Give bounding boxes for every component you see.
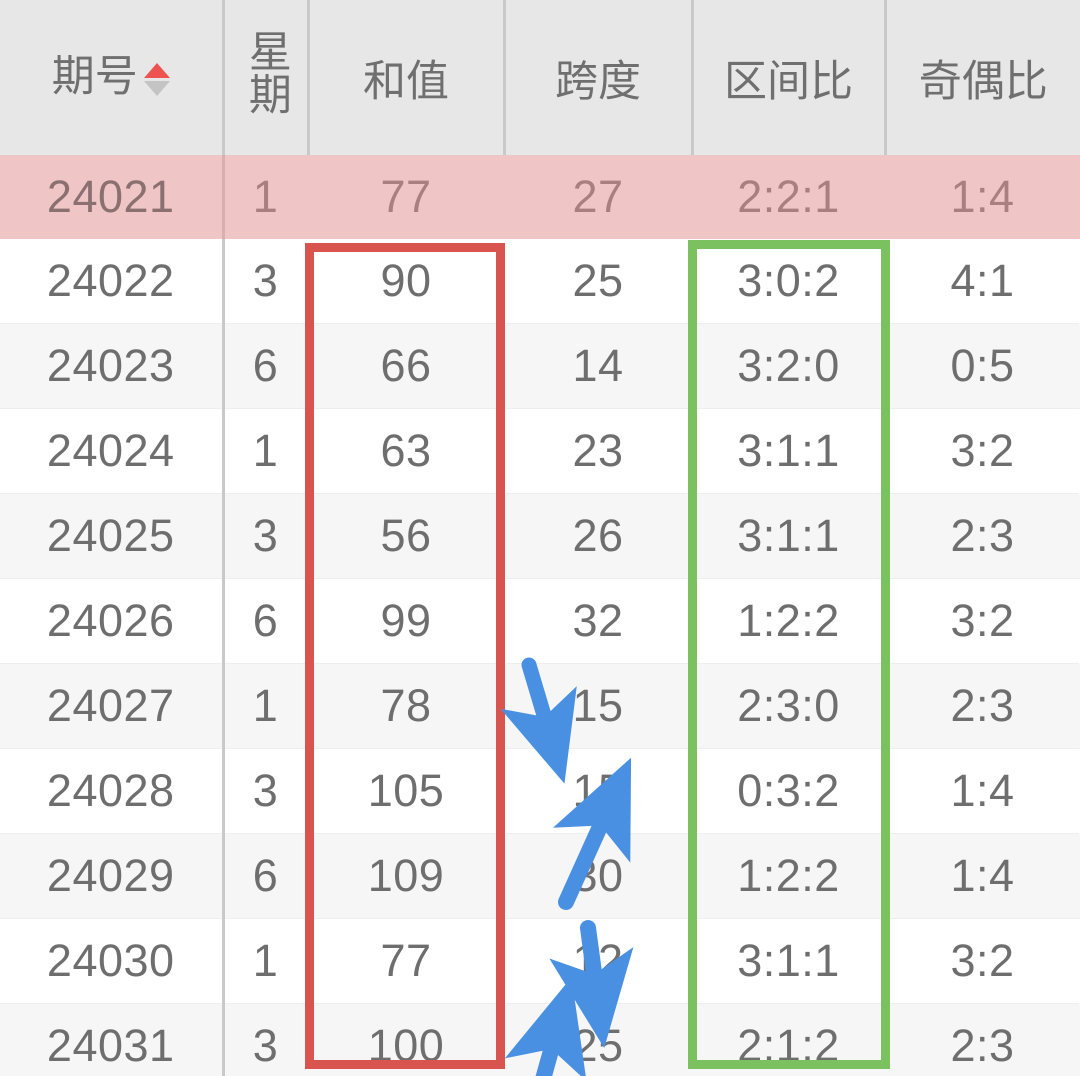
cell-sum: 100 [308, 1003, 504, 1076]
cell-issue: 24026 [0, 578, 225, 664]
column-header-span-label: 跨度 [555, 57, 641, 106]
cell-span: 25 [504, 1003, 692, 1076]
cell-weekday: 3 [223, 239, 308, 324]
cell-span: 23 [504, 408, 692, 494]
cell-span: 12 [504, 918, 692, 1004]
column-header-weekday[interactable]: 星期 [223, 0, 310, 155]
cell-odd_even_ratio: 3:2 [885, 578, 1080, 664]
cell-sum: 78 [308, 663, 504, 749]
column-header-zone-ratio[interactable]: 区间比 [692, 0, 887, 155]
cell-issue: 24027 [0, 663, 225, 749]
cell-span: 25 [504, 239, 692, 324]
cell-weekday: 6 [223, 578, 308, 664]
cell-sum: 77 [308, 918, 504, 1004]
cell-zone_ratio: 3:0:2 [692, 239, 885, 324]
cell-odd_even_ratio: 3:2 [885, 408, 1080, 494]
column-header-weekday-label: 星期 [242, 29, 291, 115]
cell-span: 15 [504, 663, 692, 749]
cell-odd_even_ratio: 0:5 [885, 323, 1080, 409]
cell-zone_ratio: 1:2:2 [692, 833, 885, 919]
cell-sum: 63 [308, 408, 504, 494]
column-header-sum[interactable]: 和值 [308, 0, 506, 155]
column-header-span[interactable]: 跨度 [504, 0, 694, 155]
cell-zone_ratio: 3:1:1 [692, 918, 885, 1004]
cell-weekday: 3 [223, 493, 308, 579]
cell-zone_ratio: 1:2:2 [692, 578, 885, 664]
cell-weekday: 6 [223, 323, 308, 409]
cell-odd_even_ratio: 4:1 [885, 239, 1080, 324]
cell-odd_even_ratio: 3:2 [885, 918, 1080, 1004]
cell-odd_even_ratio: 1:4 [885, 833, 1080, 919]
cell-zone_ratio: 2:1:2 [692, 1003, 885, 1076]
cell-sum: 77 [308, 155, 504, 239]
table-row[interactable]: 24029 6 109 30 1:2:2 1:4 [0, 833, 1080, 919]
cell-span: 14 [504, 323, 692, 409]
cell-weekday: 6 [223, 833, 308, 919]
cell-zone_ratio: 2:3:0 [692, 663, 885, 749]
cell-odd_even_ratio: 2:3 [885, 663, 1080, 749]
cell-issue: 24028 [0, 748, 225, 834]
cell-weekday: 3 [223, 748, 308, 834]
table-body: 24021 1 77 27 2:2:1 1:4 24022 3 90 25 3:0:2 4:1 2402… [0, 155, 1080, 1076]
cell-issue: 24029 [0, 833, 225, 919]
table-row[interactable]: 24026 6 99 32 1:2:2 3:2 [0, 578, 1080, 664]
cell-weekday: 1 [223, 408, 308, 494]
cell-issue: 24031 [0, 1003, 225, 1076]
cell-weekday: 1 [223, 155, 308, 239]
cell-zone_ratio: 2:2:1 [692, 155, 885, 239]
cell-odd_even_ratio: 2:3 [885, 493, 1080, 579]
sort-descending-icon[interactable] [143, 81, 170, 96]
column-header-issue-label: 期号 [51, 53, 138, 102]
table-row[interactable]: 24030 1 77 12 3:1:1 3:2 [0, 918, 1080, 1004]
cell-issue: 24030 [0, 918, 225, 1004]
column-header-issue[interactable]: 期号 [0, 0, 225, 155]
cell-sum: 66 [308, 323, 504, 409]
table-row[interactable]: 24021 1 77 27 2:2:1 1:4 [0, 155, 1080, 239]
column-header-sum-label: 和值 [363, 57, 449, 106]
cell-issue: 24024 [0, 408, 225, 494]
cell-odd_even_ratio: 1:4 [885, 155, 1080, 239]
column-header-odd-even-ratio-label: 奇偶比 [918, 57, 1048, 106]
cell-issue: 24022 [0, 239, 225, 324]
cell-issue: 24023 [0, 323, 225, 409]
cell-sum: 105 [308, 748, 504, 834]
cell-span: 26 [504, 493, 692, 579]
table-row[interactable]: 24028 3 105 15 0:3:2 1:4 [0, 748, 1080, 834]
cell-zone_ratio: 3:2:0 [692, 323, 885, 409]
table-row[interactable]: 24023 6 66 14 3:2:0 0:5 [0, 323, 1080, 409]
table-row[interactable]: 24027 1 78 15 2:3:0 2:3 [0, 663, 1080, 749]
cell-odd_even_ratio: 1:4 [885, 748, 1080, 834]
sort-toggle-issue[interactable] [143, 63, 170, 96]
cell-issue: 24021 [0, 155, 225, 239]
column-header-zone-ratio-label: 区间比 [724, 57, 853, 106]
cell-odd_even_ratio: 2:3 [885, 1003, 1080, 1076]
cell-weekday: 1 [223, 663, 308, 749]
table-header: 期号 星期 和值 跨度 区间比 [0, 0, 1080, 155]
cell-zone_ratio: 0:3:2 [692, 748, 885, 834]
table-row[interactable]: 24022 3 90 25 3:0:2 4:1 [0, 239, 1080, 324]
cell-span: 15 [504, 748, 692, 834]
cell-sum: 109 [308, 833, 504, 919]
cell-weekday: 1 [223, 918, 308, 1004]
cell-sum: 56 [308, 493, 504, 579]
cell-sum: 99 [308, 578, 504, 664]
table-row[interactable]: 24024 1 63 23 3:1:1 3:2 [0, 408, 1080, 494]
cell-sum: 90 [308, 239, 504, 324]
cell-span: 32 [504, 578, 692, 664]
cell-span: 30 [504, 833, 692, 919]
table-header-row: 期号 星期 和值 跨度 区间比 [0, 0, 1080, 155]
cell-span: 27 [504, 155, 692, 239]
table-row[interactable]: 24031 3 100 25 2:1:2 2:3 [0, 1003, 1080, 1076]
column-header-odd-even-ratio[interactable]: 奇偶比 [885, 0, 1080, 155]
table-row[interactable]: 24025 3 56 26 3:1:1 2:3 [0, 493, 1080, 579]
cell-zone_ratio: 3:1:1 [692, 493, 885, 579]
cell-issue: 24025 [0, 493, 225, 579]
sort-ascending-icon[interactable] [143, 63, 170, 78]
cell-zone_ratio: 3:1:1 [692, 408, 885, 494]
cell-weekday: 3 [223, 1003, 308, 1076]
